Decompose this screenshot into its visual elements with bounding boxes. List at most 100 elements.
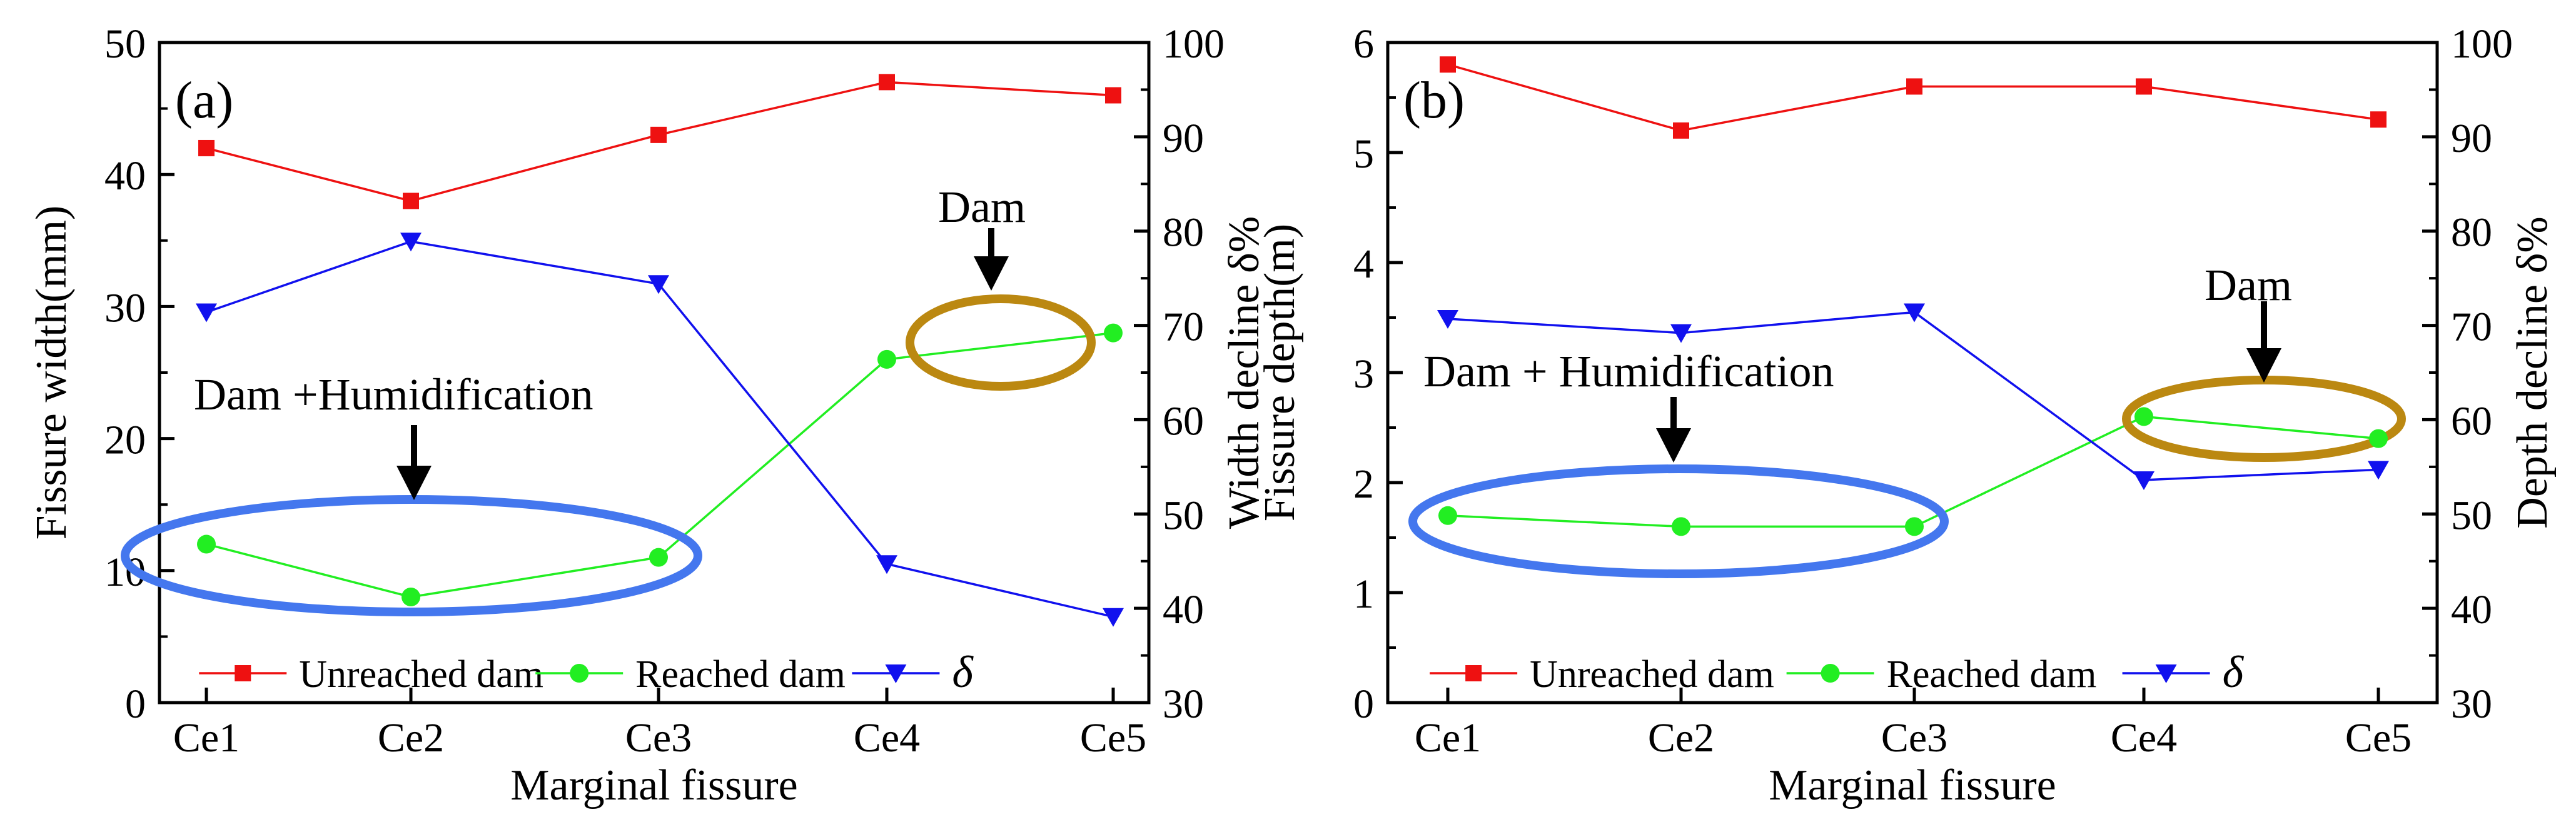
panel-b-right-tick-label: 80: [2451, 210, 2492, 256]
panel-a-x-tick-label: Ce5: [1080, 715, 1146, 761]
panel-a-annotation-label: Dam +Humidification: [194, 369, 593, 419]
panel-a-legend-label: Unreached dam: [299, 653, 543, 696]
panel-a-right-tick-label: 50: [1163, 493, 1204, 538]
panel-a-right-tick-label: 80: [1163, 210, 1204, 256]
panel-a-right-tick-label: 60: [1163, 398, 1204, 444]
panel-b-left-axis-title: Fissure depth(m): [1256, 224, 1304, 521]
panel-b-right-tick-label: 100: [2451, 21, 2513, 67]
panel-b-legend-marker: [1821, 664, 1840, 683]
panel-a-series-2-point: [648, 275, 669, 294]
panel-a-x-tick-label: Ce4: [854, 715, 920, 761]
panel-b-series-0-point: [1440, 56, 1456, 73]
panel-a-series-2-point: [196, 303, 217, 323]
panel-a-series-0-point: [1105, 87, 1121, 104]
panel-b-series-2-point: [1904, 303, 1925, 323]
panel-a-right-tick-label: 90: [1163, 116, 1204, 161]
panel-b-left-tick-label: 3: [1353, 351, 1374, 397]
panel-b-annotation-label: Dam + Humidification: [1423, 346, 1834, 396]
panel-b-x-tick-label: Ce3: [1881, 715, 1947, 761]
panel-a-left-tick-label: 0: [125, 681, 146, 727]
panel-b-annotation-label: Dam: [2205, 260, 2292, 310]
panel-b-series-1-point: [2134, 407, 2153, 426]
panel-a-series-0-point: [650, 126, 667, 143]
panel-a-left-tick-label: 50: [104, 21, 146, 67]
panel-a-x-tick-label: Ce1: [173, 715, 240, 761]
panel-a-legend-label: Reached dam: [635, 653, 846, 696]
panel-b-left-tick-label: 2: [1353, 461, 1374, 507]
panel-a-annotation-arrow-head: [397, 466, 432, 500]
panel-b-right-tick-label: 50: [2451, 493, 2492, 538]
panel-a-right-tick-label: 70: [1163, 304, 1204, 350]
panel-b-right-tick-label: 70: [2451, 304, 2492, 350]
panel-b-left-tick-label: 6: [1353, 21, 1374, 67]
panel-b-legend-label: δ: [2223, 647, 2245, 697]
panel-a-left-tick-label: 20: [104, 418, 146, 463]
panel-b-series-1-point: [1438, 506, 1457, 525]
panel-a-series-0-point: [198, 139, 215, 156]
panel-b: 0 1 2 3 4 5 6 30 40 50 60 70 80 90 100 Ce1 Ce2 Ce3 Ce4 Ce5 M…: [1256, 21, 2557, 809]
panel-b-legend-label: Unreached dam: [1530, 653, 1774, 696]
panel-a-left-tick-label: 30: [104, 285, 146, 331]
panel-b-annotation-arrow-head: [1656, 428, 1691, 463]
panel-a-legend-label: δ: [952, 647, 974, 697]
panel-a-annotation-arrow-head: [974, 256, 1009, 291]
panel-a-annotation-label: Dam: [938, 182, 1026, 232]
panel-b-right-tick-label: 30: [2451, 681, 2492, 727]
panel-a-right-tick-label: 40: [1163, 587, 1204, 633]
panel-b-series-2-point: [1437, 310, 1458, 329]
panel-b-x-tick-label: Ce1: [1415, 715, 1481, 761]
panel-b-x-axis-title: Marginal fissure: [1769, 761, 2056, 809]
panel-b-series-line-0: [1447, 63, 2379, 132]
panel-a-legend-marker: [570, 664, 589, 683]
panel-a-right-tick-label: 30: [1163, 681, 1204, 727]
panel-a-series-1-point: [197, 534, 216, 554]
panel-a-annotation-ellipse: [121, 495, 702, 616]
panel-b-series-0-point: [2136, 78, 2152, 95]
panel-a-x-tick-label: Ce3: [625, 715, 692, 761]
panel-a-series-2-point: [1103, 608, 1124, 627]
panel-a-series-1-point: [1104, 323, 1123, 343]
panel-b-series-1-point: [1672, 517, 1690, 536]
panel-b-series-1-point: [2369, 429, 2388, 448]
panel-b-right-tick-label: 90: [2451, 116, 2492, 161]
panel-b-left-tick-label: 1: [1353, 571, 1374, 617]
panel-a-series-2-point: [400, 233, 422, 252]
panel-a-left-tick-label: 40: [104, 153, 146, 199]
panel-b-series-2-point: [2368, 461, 2389, 480]
panel-b-series-0-point: [2370, 111, 2387, 128]
panel-b-left-tick-label: 4: [1353, 241, 1374, 287]
panel-a-series-1-point: [877, 349, 896, 369]
panel-b-series-0-point: [1673, 122, 1689, 139]
panel-b-x-tick-label: Ce5: [2345, 715, 2412, 761]
panel-a-x-tick-label: Ce2: [378, 715, 444, 761]
panel-b-annotation-ellipse: [1408, 464, 1949, 578]
panel-a-panel-label: (a): [175, 71, 233, 129]
panel-b-right-tick-label: 60: [2451, 398, 2492, 444]
panel-a-series-2-point: [876, 555, 897, 574]
panel-b-right-axis-title: Depth decline δ%: [2508, 216, 2557, 528]
panel-a-left-axis-title: Fissure width(mm): [28, 206, 76, 540]
panel-b-series-0-point: [1906, 78, 1922, 95]
panel-a-right-tick-label: 100: [1163, 21, 1225, 67]
panel-a-series-1-point: [402, 588, 420, 607]
panel-a-right-axis-title: Width decline δ%: [1220, 216, 1268, 529]
panel-b-legend-label: Reached dam: [1887, 653, 2097, 696]
panel-a-legend-marker: [235, 665, 251, 681]
panel-b-x-tick-label: Ce4: [2111, 715, 2177, 761]
panel-b-legend-marker: [2155, 664, 2177, 683]
panel-a-legend-marker: [885, 664, 907, 683]
panel-a-x-axis-title: Marginal fissure: [510, 761, 797, 809]
panel-b-series-2-point: [1670, 324, 1692, 343]
panel-b-series-2-point: [2133, 471, 2154, 490]
panel-b-legend-marker: [1465, 665, 1482, 681]
panel-b-x-tick-label: Ce2: [1648, 715, 1714, 761]
panel-b-right-tick-label: 40: [2451, 587, 2492, 633]
panel-a-annotation-ellipse: [906, 294, 1096, 391]
panel-b-left-tick-label: 0: [1353, 681, 1374, 727]
panel-b-series-1-point: [1905, 517, 1924, 536]
panel-b-left-tick-label: 5: [1353, 131, 1374, 177]
panel-b-panel-label: (b): [1403, 71, 1465, 129]
